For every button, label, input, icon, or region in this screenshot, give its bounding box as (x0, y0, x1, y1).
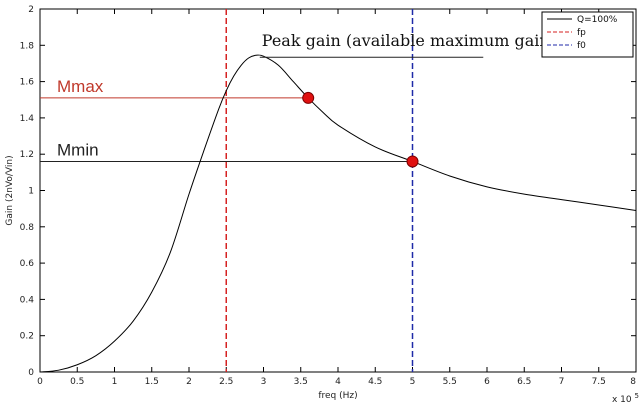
y-tick-label: 1.6 (20, 78, 35, 88)
x-tick-label: 0.5 (70, 377, 84, 387)
x-tick-label: 5.5 (443, 377, 457, 387)
mmin-label: Mmin (57, 140, 99, 159)
x-multiplier-base: x 10 (612, 395, 632, 405)
x-tick-label: 7.5 (592, 377, 606, 387)
x-tick-label: 6.5 (517, 377, 531, 387)
y-tick-label: 0.6 (20, 259, 35, 269)
series-group (39, 54, 637, 373)
x-tick-label: 5 (410, 377, 416, 387)
marker-1 (406, 155, 419, 168)
peak-gain-annotation: Peak gain (available maximum gain) (262, 31, 556, 50)
x-tick-label: 3 (261, 377, 267, 387)
x-tick-label: 4.5 (368, 377, 382, 387)
legend: Q=100% fp f0 (541, 11, 634, 58)
x-tick-label: 1.5 (145, 377, 159, 387)
mmax-label: Mmax (57, 77, 104, 96)
y-axis: 0 0.2 0.4 0.6 0.8 1 1.2 1.4 1.6 1.8 2 (20, 5, 636, 378)
x-tick-label: 4 (335, 377, 341, 387)
x-axis-label: freq (Hz) (318, 391, 357, 401)
x-tick-label: 1 (112, 377, 118, 387)
legend-label: f0 (577, 41, 586, 51)
x-multiplier-exponent: 5 (635, 392, 639, 400)
x-tick-label: 2.5 (219, 377, 233, 387)
x-tick-label: 2 (186, 377, 192, 387)
y-tick-label: 2 (28, 5, 34, 15)
y-tick-label: 0.4 (20, 295, 35, 305)
plot-frame (39, 8, 637, 373)
legend-label: fp (577, 28, 586, 38)
y-tick-label: 1.8 (20, 41, 35, 51)
x-tick-label: 7 (559, 377, 565, 387)
y-tick-label: 1 (28, 187, 34, 197)
y-axis-label: Gain (2nVo/Vin) (5, 155, 15, 225)
y-tick-label: 1.2 (20, 150, 34, 160)
markers-group (302, 91, 419, 168)
plot-area (39, 8, 637, 373)
marker-0 (302, 91, 315, 104)
x-tick-label: 0 (37, 377, 43, 387)
x-tick-label: 8 (630, 377, 636, 387)
series-line-0 (39, 54, 637, 373)
x-tick-label: 6 (484, 377, 490, 387)
y-tick-label: 1.4 (20, 114, 35, 124)
x-multiplier: x 10 5 (612, 392, 639, 405)
legend-label: Q=100% (577, 15, 618, 25)
y-tick-label: 0.2 (20, 332, 34, 342)
x-axis: 0 0.5 1 1.5 2 2.5 3 3.5 4 4.5 5 5.5 6 6.5 7 7.5 8 (37, 9, 637, 387)
annotations: Peak gain (available maximum gain) Mmax Mm… (57, 31, 556, 159)
x-tick-label: 3.5 (294, 377, 308, 387)
reference-lines (40, 9, 414, 372)
y-tick-label: 0 (28, 368, 34, 378)
y-tick-label: 0.8 (20, 223, 35, 233)
